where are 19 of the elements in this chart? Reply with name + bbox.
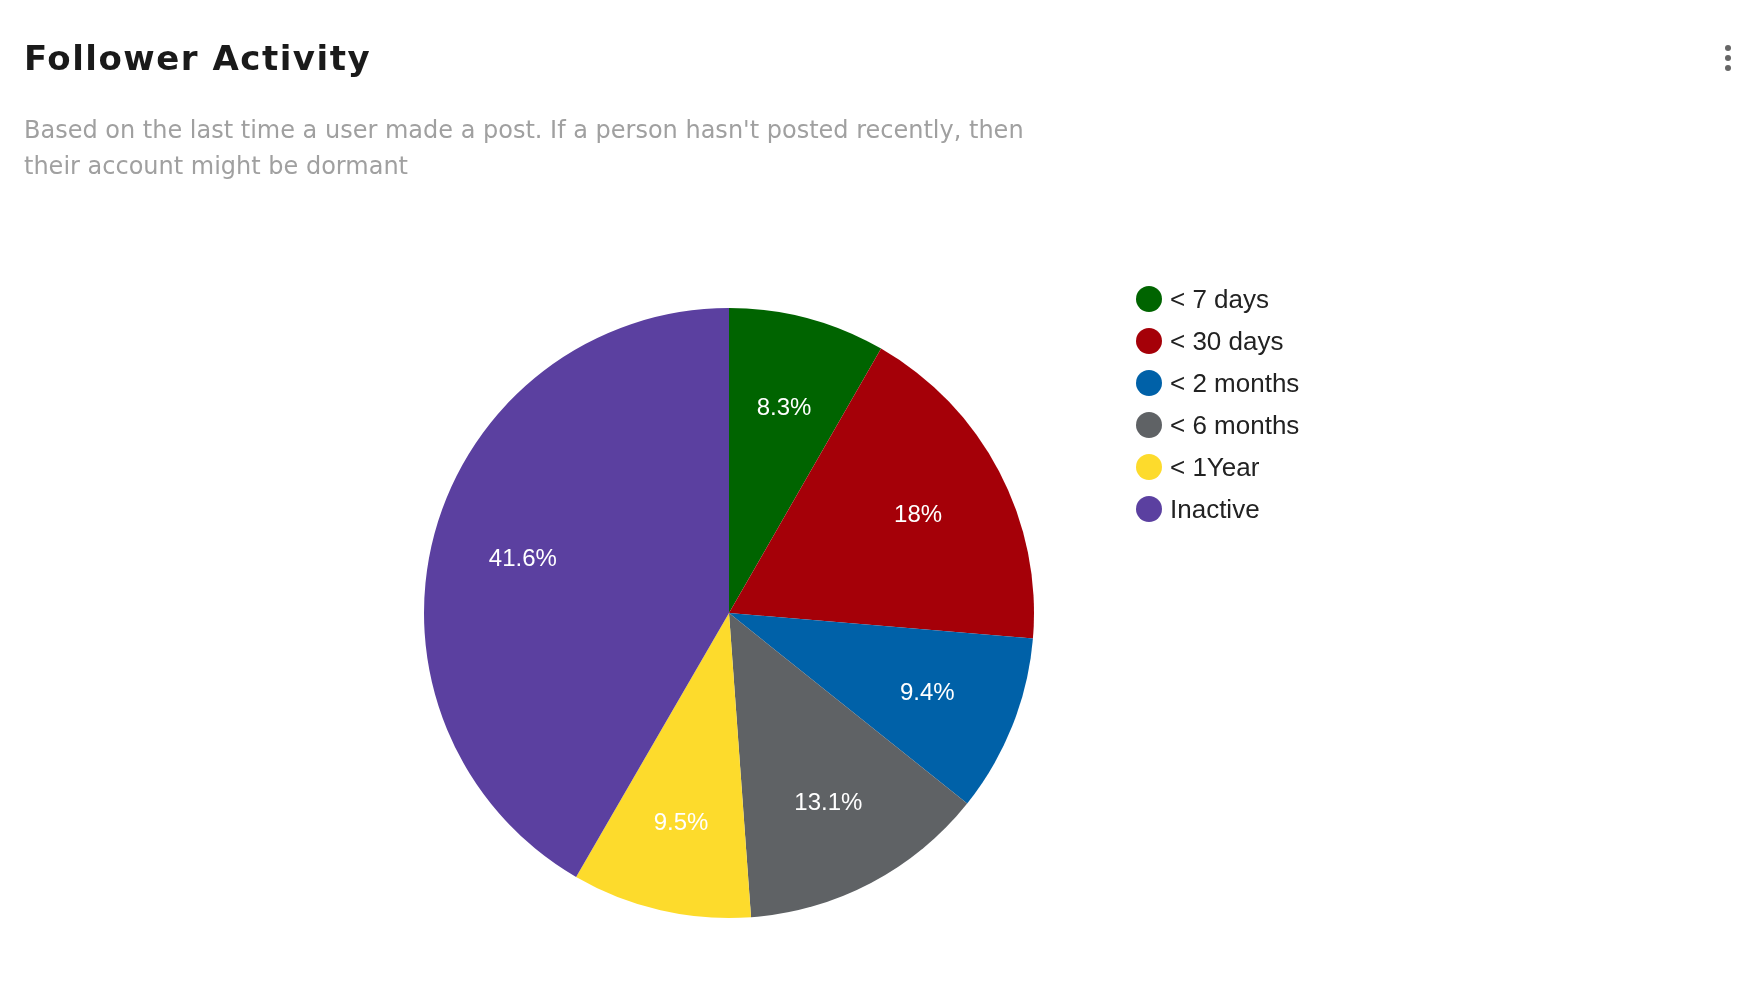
data-label: 9.4%: [900, 678, 955, 706]
data-label: 41.6%: [488, 544, 557, 572]
pie-slice: [729, 348, 1034, 639]
data-label: 13.1%: [794, 788, 863, 816]
chart-title: Follower Activity: [24, 38, 372, 78]
data-label: 8.3%: [756, 393, 812, 421]
legend-label: < 30 days: [1170, 326, 1284, 356]
legend-label: < 1Year: [1170, 452, 1260, 482]
data-label: 18%: [894, 500, 943, 528]
pie-slice: [729, 613, 968, 918]
legend-label: < 7 days: [1170, 284, 1270, 314]
pie-slice: [729, 308, 882, 613]
legend-label: < 2 months: [1170, 368, 1300, 398]
pie-slice: [576, 613, 752, 918]
chart-subtitle: Based on the last time a user made a post. If a person hasn't posted recently, then their account might be dormant: [24, 115, 1025, 182]
legend-label: < 6 months: [1170, 410, 1300, 440]
pie-slice: [424, 308, 729, 877]
data-label: 9.5%: [653, 807, 709, 835]
legend-label: Inactive: [1170, 494, 1260, 524]
